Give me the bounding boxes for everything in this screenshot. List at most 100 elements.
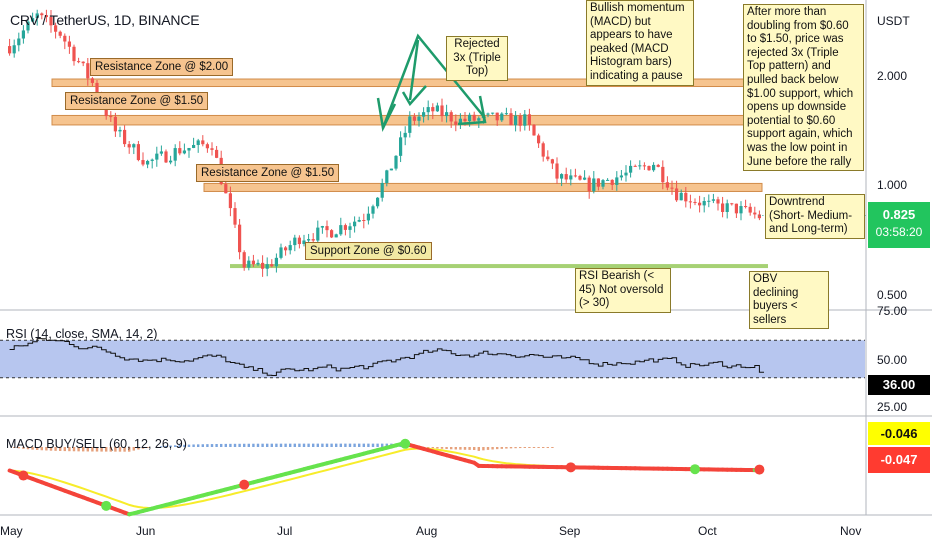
note-downtrend: Downtrend (Short- Medium- and Long-term)	[765, 194, 865, 239]
candle-body	[173, 148, 177, 161]
candle-body	[527, 114, 531, 125]
candle-body	[334, 234, 338, 238]
candle-body	[454, 121, 458, 125]
macd-histogram-bar	[468, 447, 471, 450]
candle-body	[518, 115, 522, 126]
candle-body	[330, 230, 334, 238]
macd-histogram-bar	[385, 443, 388, 447]
candle-body	[307, 239, 311, 241]
macd-histogram-bar	[275, 443, 278, 447]
macd-histogram-bar	[496, 447, 499, 450]
zone-band-1-50-upper	[51, 114, 763, 126]
candle-body	[711, 199, 715, 201]
macd-histogram-bar	[427, 447, 430, 448]
macd-histogram-bar	[505, 447, 508, 449]
macd-histogram-bar	[63, 447, 66, 452]
candle-body	[472, 114, 476, 121]
macd-histogram-bar	[252, 443, 255, 447]
candle-body	[63, 35, 67, 42]
macd-histogram-bar	[49, 447, 53, 451]
candle-body	[555, 163, 559, 179]
candle-body	[500, 113, 504, 121]
note-rejected-triple-top: Rejected 3x (Triple Top)	[446, 36, 508, 81]
macd-histogram-bar	[54, 447, 57, 451]
candle-body	[21, 30, 25, 39]
symbol-title: CRV / TetherUS, 1D, BINANCE	[10, 12, 200, 28]
candle-body	[431, 107, 435, 112]
zone-label-1-50-lower: Resistance Zone @ $1.50	[196, 164, 340, 182]
macd-histogram-bar	[187, 444, 191, 447]
macd-histogram-bar	[86, 447, 89, 452]
candle-body	[371, 206, 375, 214]
candle-body	[178, 148, 182, 154]
candle-body	[155, 153, 159, 160]
macd-histogram-bar	[82, 447, 85, 452]
time-label-jun: Jun	[136, 524, 156, 538]
macd-histogram-bar	[509, 447, 513, 449]
macd-histogram-bar	[266, 443, 269, 447]
candle-body	[8, 46, 12, 54]
macd-histogram-bar	[100, 447, 103, 452]
candle-body	[127, 144, 131, 148]
macd-histogram-bar	[261, 443, 264, 447]
macd-histogram-bar	[284, 443, 287, 447]
candle-body	[656, 164, 660, 167]
arrow-head-top-3	[457, 95, 487, 126]
macd-histogram-bar	[31, 447, 34, 450]
macd-histogram-bar	[376, 443, 379, 447]
macd-histogram-bar	[178, 444, 181, 447]
candle-body	[109, 116, 113, 118]
macd-histogram-bar	[335, 443, 338, 447]
candle-body	[118, 129, 122, 132]
macd-cross-dot	[18, 470, 29, 481]
candle-body	[463, 118, 467, 122]
candle-body	[67, 41, 71, 47]
macd-histogram-bar	[348, 443, 352, 447]
macd-cross-dot	[239, 479, 250, 490]
candle-body	[35, 13, 39, 19]
candle-body	[169, 160, 173, 163]
last-price-value: 0.825	[882, 207, 916, 222]
macd-cross-dot	[565, 462, 576, 473]
candle-body	[270, 264, 274, 267]
candle-body	[596, 178, 600, 187]
macd-histogram-bar	[114, 447, 117, 452]
candle-body	[730, 203, 734, 205]
note-rsi-bearish: RSI Bearish (< 45) Not oversold (> 30)	[575, 268, 671, 313]
macd-histogram-bar	[13, 447, 16, 448]
candle-body	[348, 226, 352, 230]
candle-body	[744, 206, 748, 208]
time-label-jul: Jul	[277, 524, 293, 538]
candle-body	[665, 182, 669, 188]
macd-value-top-badge: -0.046	[868, 422, 930, 445]
arrow-head-top-1	[376, 97, 397, 132]
macd-histogram-bar	[201, 444, 204, 447]
macd-histogram-bar	[358, 443, 361, 447]
macd-histogram-bar	[22, 447, 25, 449]
zone-label-1-50-upper: Resistance Zone @ $1.50	[65, 92, 209, 110]
macd-histogram-bar	[436, 447, 439, 449]
note-obv-declining: OBV declining buyers < sellers	[749, 271, 829, 330]
candle-body	[242, 252, 246, 268]
macd-histogram-bar	[473, 447, 476, 451]
candle-body	[77, 61, 81, 63]
candle-body	[426, 107, 430, 113]
note-macd-momentum: Bullish momentum (MACD) but appears to h…	[586, 0, 694, 86]
candle-body	[123, 129, 127, 145]
macd-histogram-bar	[353, 443, 356, 447]
candle-body	[293, 237, 297, 246]
candle-body	[224, 184, 228, 194]
macd-histogram-bar	[551, 447, 554, 448]
candle-body	[90, 78, 94, 83]
time-label-may: May	[0, 524, 23, 538]
macd-histogram-bar	[220, 443, 223, 447]
candle-body	[619, 175, 623, 178]
price-tick-1: 1.000	[877, 178, 908, 192]
rsi-band	[0, 340, 865, 378]
macd-histogram-bar	[174, 445, 177, 447]
candle-body	[44, 15, 48, 18]
macd-histogram-bar	[362, 443, 365, 447]
time-label-oct: Oct	[698, 524, 717, 538]
macd-histogram-bar	[289, 443, 292, 447]
